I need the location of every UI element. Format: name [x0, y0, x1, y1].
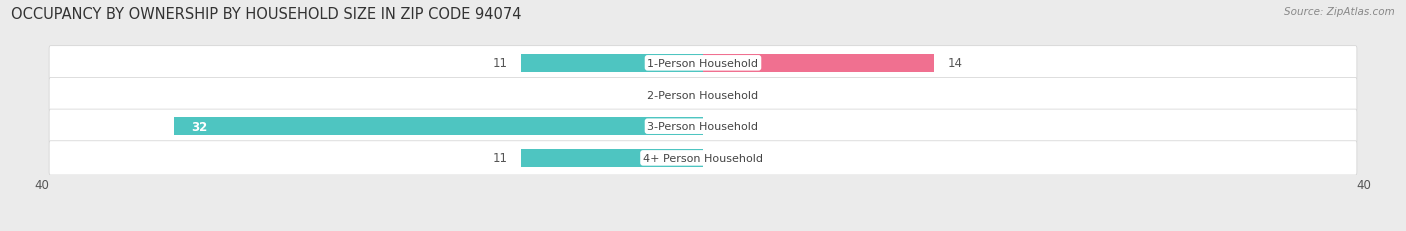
Text: 14: 14 — [948, 57, 963, 70]
FancyBboxPatch shape — [49, 46, 1357, 81]
Text: 11: 11 — [494, 152, 508, 165]
Text: 4+ Person Household: 4+ Person Household — [643, 153, 763, 163]
Text: 3-Person Household: 3-Person Household — [648, 122, 758, 132]
Text: 0: 0 — [716, 120, 724, 133]
FancyBboxPatch shape — [49, 78, 1357, 112]
FancyBboxPatch shape — [49, 110, 1357, 144]
Text: 11: 11 — [494, 57, 508, 70]
Text: 0: 0 — [682, 89, 690, 102]
Text: Source: ZipAtlas.com: Source: ZipAtlas.com — [1284, 7, 1395, 17]
FancyBboxPatch shape — [49, 141, 1357, 175]
Text: 0: 0 — [716, 89, 724, 102]
Text: 0: 0 — [716, 152, 724, 165]
Bar — [703, 55, 934, 73]
Text: 1-Person Household: 1-Person Household — [648, 59, 758, 69]
Bar — [522, 149, 703, 167]
Bar — [522, 55, 703, 73]
Bar — [174, 118, 703, 136]
Text: 32: 32 — [191, 120, 207, 133]
Text: 2-Person Household: 2-Person Household — [647, 90, 759, 100]
Text: OCCUPANCY BY OWNERSHIP BY HOUSEHOLD SIZE IN ZIP CODE 94074: OCCUPANCY BY OWNERSHIP BY HOUSEHOLD SIZE… — [11, 7, 522, 22]
